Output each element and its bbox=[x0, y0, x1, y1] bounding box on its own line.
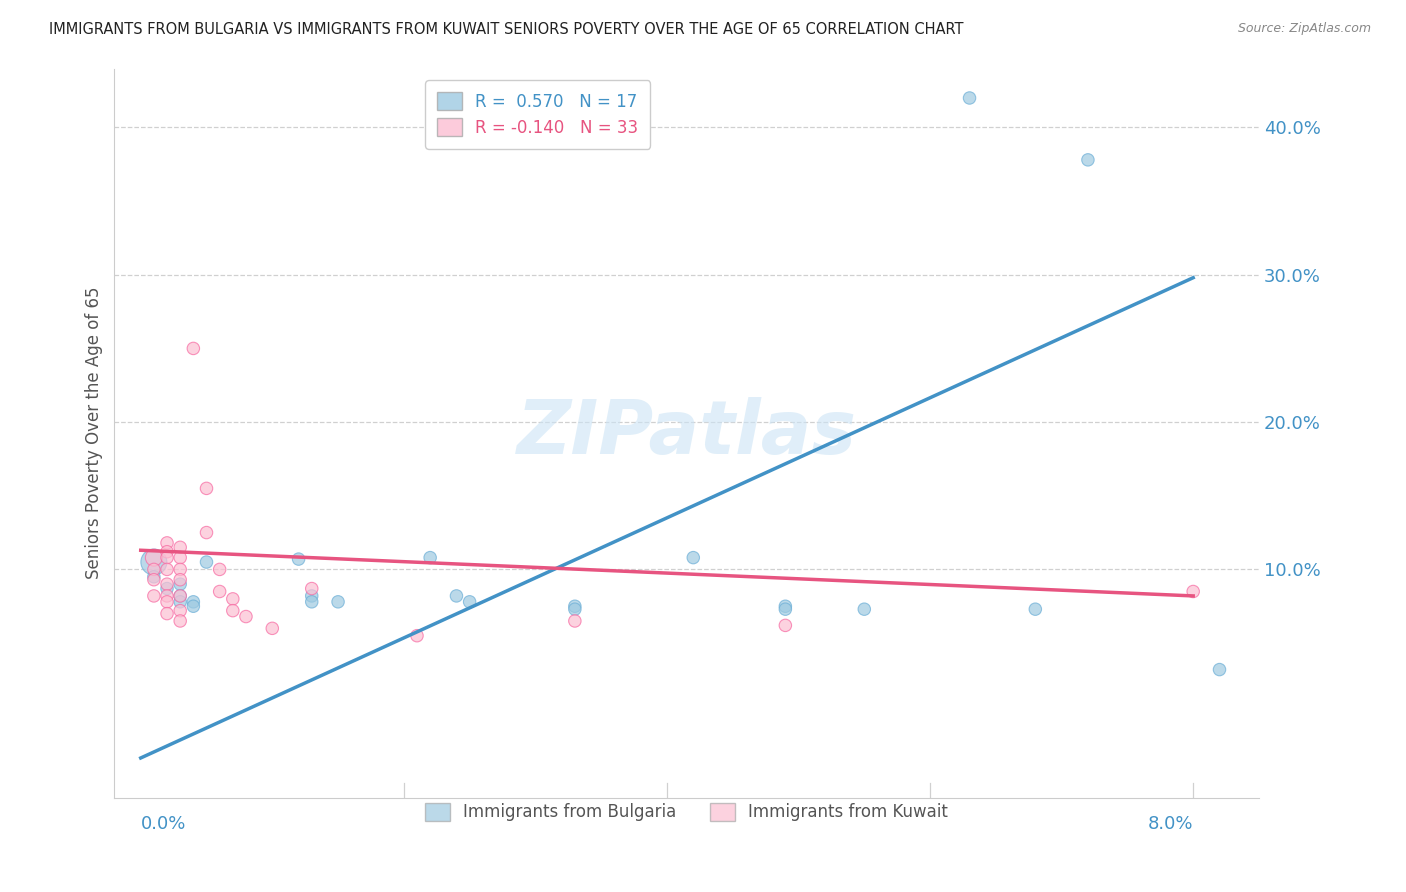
Text: IMMIGRANTS FROM BULGARIA VS IMMIGRANTS FROM KUWAIT SENIORS POVERTY OVER THE AGE : IMMIGRANTS FROM BULGARIA VS IMMIGRANTS F… bbox=[49, 22, 963, 37]
Point bbox=[235, 609, 257, 624]
Point bbox=[156, 545, 179, 559]
Point bbox=[682, 550, 704, 565]
Point bbox=[169, 595, 191, 609]
Point bbox=[142, 573, 165, 587]
Point bbox=[222, 604, 245, 618]
Point bbox=[156, 550, 179, 565]
Point bbox=[262, 621, 284, 635]
Text: 8.0%: 8.0% bbox=[1147, 815, 1194, 833]
Point bbox=[326, 595, 349, 609]
Point bbox=[775, 602, 797, 616]
Point bbox=[156, 577, 179, 591]
Point bbox=[142, 550, 165, 565]
Point bbox=[156, 582, 179, 596]
Point bbox=[169, 614, 191, 628]
Point bbox=[142, 589, 165, 603]
Point bbox=[458, 595, 481, 609]
Y-axis label: Seniors Poverty Over the Age of 65: Seniors Poverty Over the Age of 65 bbox=[86, 287, 103, 580]
Point bbox=[195, 525, 218, 540]
Point bbox=[564, 599, 586, 614]
Point bbox=[564, 602, 586, 616]
Point bbox=[156, 536, 179, 550]
Point bbox=[1182, 584, 1205, 599]
Point bbox=[1024, 602, 1046, 616]
Point bbox=[195, 482, 218, 496]
Point bbox=[564, 614, 586, 628]
Point bbox=[301, 589, 323, 603]
Point bbox=[301, 595, 323, 609]
Point bbox=[959, 91, 981, 105]
Point bbox=[183, 595, 205, 609]
Point bbox=[208, 562, 231, 576]
Point bbox=[169, 577, 191, 591]
Point bbox=[287, 552, 309, 566]
Point bbox=[775, 618, 797, 632]
Point bbox=[142, 562, 165, 576]
Point bbox=[156, 562, 179, 576]
Point bbox=[183, 599, 205, 614]
Point bbox=[142, 570, 165, 584]
Point bbox=[169, 589, 191, 603]
Point bbox=[169, 562, 191, 576]
Point bbox=[208, 584, 231, 599]
Point bbox=[406, 629, 429, 643]
Point bbox=[156, 607, 179, 621]
Point bbox=[1208, 663, 1230, 677]
Point bbox=[195, 555, 218, 569]
Point bbox=[301, 582, 323, 596]
Text: 0.0%: 0.0% bbox=[141, 815, 186, 833]
Text: ZIPatlas: ZIPatlas bbox=[516, 397, 856, 469]
Point bbox=[156, 589, 179, 603]
Text: Source: ZipAtlas.com: Source: ZipAtlas.com bbox=[1237, 22, 1371, 36]
Point bbox=[142, 555, 165, 569]
Point bbox=[853, 602, 876, 616]
Point bbox=[169, 604, 191, 618]
Point bbox=[419, 550, 441, 565]
Point bbox=[775, 599, 797, 614]
Point bbox=[222, 591, 245, 606]
Point bbox=[169, 589, 191, 603]
Point bbox=[169, 541, 191, 555]
Point bbox=[156, 595, 179, 609]
Point bbox=[169, 550, 191, 565]
Point bbox=[169, 573, 191, 587]
Point bbox=[183, 342, 205, 356]
Point bbox=[446, 589, 468, 603]
Point bbox=[1077, 153, 1099, 167]
Legend: Immigrants from Bulgaria, Immigrants from Kuwait: Immigrants from Bulgaria, Immigrants fro… bbox=[416, 794, 956, 830]
